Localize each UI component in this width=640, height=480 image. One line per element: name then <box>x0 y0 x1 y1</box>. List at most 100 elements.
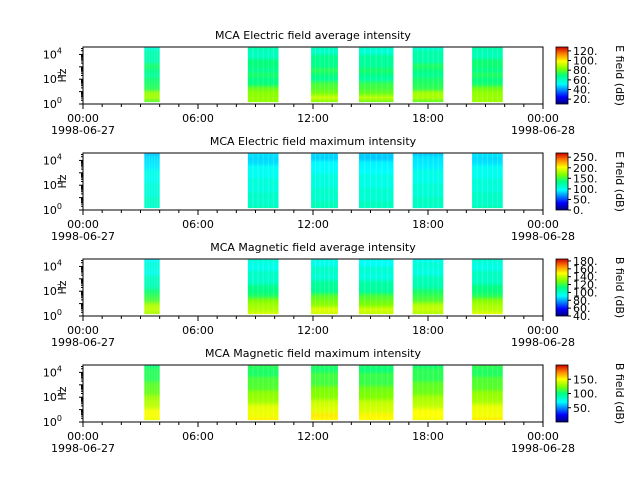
panel-4: MCA Magnetic field maximum intensity 00:0… <box>43 347 626 455</box>
colorbar-tick-label: 250. <box>573 151 598 164</box>
y-tick-base: 10 <box>43 310 57 323</box>
y-tick-label: 104 <box>43 258 62 273</box>
colorbar-tick-label: 80. <box>573 64 591 77</box>
colorbar-tick-label: 20. <box>573 93 591 106</box>
spectrogram-block <box>247 153 279 209</box>
spectrogram-block <box>311 47 338 103</box>
panel-1: MCA Electric field average intensity 00:0… <box>43 29 626 137</box>
x-tick-label: 00:00 <box>527 112 559 125</box>
x-tick-date: 1998-06-27 <box>51 336 115 349</box>
y-tick-label: 102 <box>43 389 62 404</box>
x-tick-date: 1998-06-27 <box>51 124 115 137</box>
spectrogram-block <box>311 259 338 315</box>
colorbar-tick-label: 180. <box>573 255 598 268</box>
x-tick-label: 00:00 <box>67 324 99 337</box>
x-tick-label: 00:00 <box>67 218 99 231</box>
colorbar-tick-label: 40. <box>573 310 591 323</box>
colorbar <box>555 46 569 105</box>
spectrogram-block <box>247 259 279 315</box>
x-tick-date: 1998-06-28 <box>511 442 575 455</box>
y-tick-base: 10 <box>43 48 57 61</box>
panel-title: MCA Magnetic field average intensity <box>210 241 416 254</box>
x-tick-label: 00:00 <box>527 218 559 231</box>
x-tick-label: 06:00 <box>182 324 214 337</box>
y-tick-label: 102 <box>43 71 62 86</box>
spectrogram-block <box>472 153 503 209</box>
x-tick-date: 1998-06-28 <box>511 124 575 137</box>
y-axis-label: Hz <box>56 386 69 400</box>
y-tick-label: 100 <box>43 414 62 429</box>
x-tick-label: 06:00 <box>182 112 214 125</box>
x-tick-label: 00:00 <box>527 324 559 337</box>
y-tick-label: 100 <box>43 202 62 217</box>
y-tick-label: 104 <box>43 364 62 379</box>
spectrogram-block <box>311 365 338 421</box>
spectrogram-block <box>472 259 503 315</box>
y-tick-base: 10 <box>43 285 57 298</box>
colorbar-tick-label: 0. <box>573 204 584 217</box>
colorbar-tick-label: 200. <box>573 162 598 175</box>
spectrogram-block <box>359 153 394 209</box>
x-tick-label: 18:00 <box>412 112 444 125</box>
x-tick-label: 00:00 <box>67 430 99 443</box>
y-tick-base: 10 <box>43 98 57 111</box>
y-tick-exp: 4 <box>57 152 62 161</box>
spectrogram-block <box>412 153 444 209</box>
x-tick-label: 12:00 <box>297 218 329 231</box>
x-tick-label: 06:00 <box>182 218 214 231</box>
spectrogram-block <box>144 47 160 103</box>
spectrogram-block <box>247 47 279 103</box>
colorbar-tick-label: 60. <box>573 74 591 87</box>
colorbar-tick-label: 100. <box>573 286 598 299</box>
y-tick-label: 104 <box>43 46 62 61</box>
spectrogram-block <box>247 365 279 421</box>
y-axis-label: Hz <box>56 174 69 188</box>
spectrogram-block <box>359 259 394 315</box>
y-tick-exp: 4 <box>57 364 62 373</box>
x-tick-label: 18:00 <box>412 218 444 231</box>
colorbar <box>555 364 569 423</box>
spectrogram-block <box>412 47 444 103</box>
colorbar-tick-label: 140. <box>573 271 598 284</box>
y-tick-exp: 0 <box>57 202 62 211</box>
y-tick-base: 10 <box>43 204 57 217</box>
x-tick-label: 12:00 <box>297 112 329 125</box>
colorbar-tick-label: 120. <box>573 279 598 292</box>
y-tick-label: 104 <box>43 152 62 167</box>
colorbar-label: B field (dB) <box>613 363 626 424</box>
colorbar-tick-label: 120. <box>573 45 598 58</box>
colorbar-tick-label: 40. <box>573 84 591 97</box>
colorbar-label: B field (dB) <box>613 257 626 318</box>
panel-title: MCA Electric field average intensity <box>215 29 411 42</box>
y-tick-base: 10 <box>43 154 57 167</box>
y-tick-exp: 0 <box>57 308 62 317</box>
y-tick-base: 10 <box>43 73 57 86</box>
x-tick-label: 12:00 <box>297 324 329 337</box>
spectrogram-block <box>144 259 160 315</box>
x-tick-date: 1998-06-28 <box>511 336 575 349</box>
y-tick-label: 102 <box>43 177 62 192</box>
y-tick-base: 10 <box>43 179 57 192</box>
colorbar-tick-label: 50. <box>573 193 591 206</box>
colorbar-tick-label: 100. <box>573 183 598 196</box>
x-tick-label: 12:00 <box>297 430 329 443</box>
colorbar-tick-label: 150. <box>573 172 598 185</box>
x-tick-date: 1998-06-28 <box>511 230 575 243</box>
y-axis-label: Hz <box>56 68 69 82</box>
colorbar-tick-label: 60. <box>573 302 591 315</box>
spectrogram-block <box>311 153 338 209</box>
y-axis-label: Hz <box>56 280 69 294</box>
spectrogram-block <box>412 259 444 315</box>
colorbar-label: E field (dB) <box>613 151 626 212</box>
colorbar-tick-label: 150. <box>573 373 598 386</box>
spectrogram-block <box>472 365 503 421</box>
x-tick-date: 1998-06-27 <box>51 230 115 243</box>
panel-title: MCA Electric field maximum intensity <box>210 135 417 148</box>
panel-2: MCA Electric field maximum intensity 00:0… <box>43 135 626 243</box>
y-tick-exp: 0 <box>57 414 62 423</box>
y-tick-label: 100 <box>43 96 62 111</box>
y-tick-base: 10 <box>43 391 57 404</box>
spectrogram-block <box>472 47 503 103</box>
spectrogram-block <box>359 365 394 421</box>
